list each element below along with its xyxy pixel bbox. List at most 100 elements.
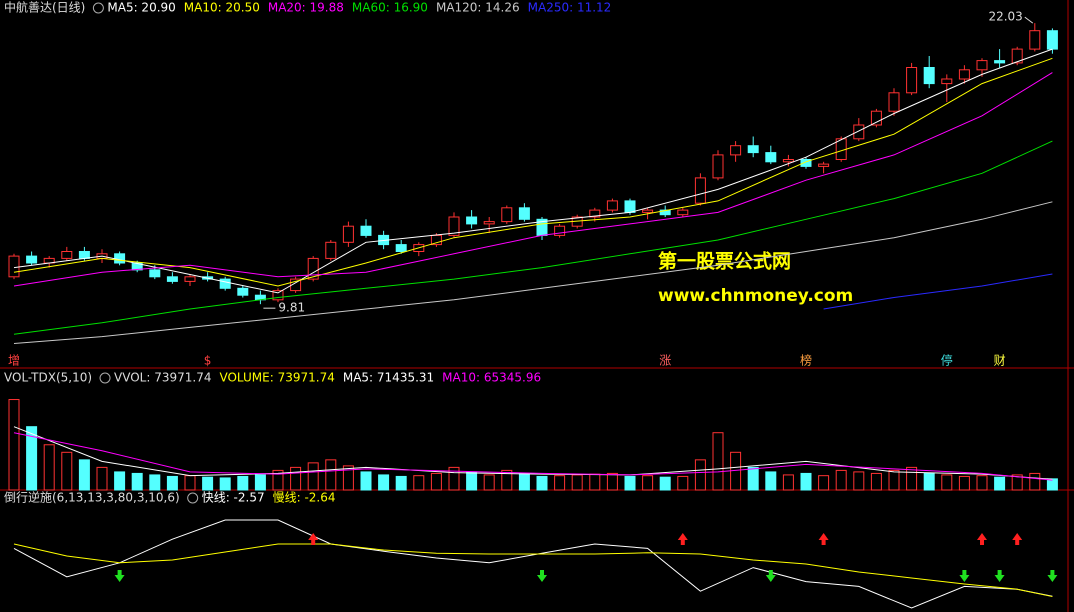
volume-bar: [114, 471, 126, 491]
candle-body: [1046, 30, 1058, 50]
candle-body: [606, 200, 618, 211]
candle-body: [800, 159, 812, 167]
candle-body: [888, 92, 900, 112]
candle-body: [554, 225, 566, 236]
candle-body: [272, 290, 284, 301]
candle-body: [342, 225, 354, 243]
volume-bar: [958, 475, 970, 491]
volume-bar: [694, 459, 706, 491]
volume-bar: [61, 451, 73, 491]
legend-entry: MA5: 20.90: [107, 1, 175, 15]
ma-line: [13, 543, 1053, 598]
sell-arrow: [1047, 570, 1058, 582]
candle-body: [290, 278, 302, 292]
candle-body: [26, 255, 38, 264]
event-marker: $: [204, 354, 212, 368]
candle-body: [941, 78, 953, 85]
event-marker: 涨: [659, 353, 671, 368]
volume-bar: [413, 475, 425, 491]
volume-bar: [1011, 474, 1023, 491]
volume-bar: [466, 471, 478, 491]
ma-line: [13, 432, 1053, 481]
candle-body: [219, 278, 231, 289]
volume-bar: [818, 475, 830, 491]
buy-arrow: [818, 533, 829, 545]
legend-entry: 快线: -2.57: [202, 491, 265, 505]
candle-body: [483, 221, 495, 225]
volume-bar: [272, 469, 284, 491]
candle-body: [114, 253, 126, 264]
volume-bar: [536, 475, 548, 491]
watermark-title: 第一股票公式网: [658, 250, 791, 273]
buy-arrow: [977, 533, 987, 545]
buy-arrow: [1012, 533, 1023, 545]
legend-entry: MA120: 14.26: [436, 1, 520, 15]
legend-entry: VOLUME: 73971.74: [219, 371, 334, 385]
volume-bar: [994, 476, 1006, 491]
volume-bar: [483, 474, 495, 491]
candle-body: [518, 207, 530, 220]
candle-body: [976, 60, 988, 71]
candle-body: [184, 276, 196, 282]
candle-body: [765, 152, 777, 163]
candle-body: [501, 207, 513, 223]
candle-body: [237, 287, 249, 296]
volume-bar: [606, 472, 618, 491]
volume-bar: [78, 459, 90, 491]
sell-arrow: [537, 570, 547, 582]
candle-body: [466, 216, 478, 225]
volume-bar: [782, 474, 794, 491]
volume-bar: [202, 476, 214, 491]
candle-body: [730, 145, 742, 156]
legend-entry: MA10: 65345.96: [442, 371, 541, 385]
event-marker: 财: [994, 354, 1006, 368]
volume-bar: [8, 399, 20, 491]
ma-line: [13, 72, 1053, 287]
candle-body: [906, 67, 918, 94]
volume-bar: [307, 462, 319, 491]
volume-bar: [870, 472, 882, 491]
volume-bar: [589, 473, 601, 491]
ma-line: [823, 273, 1053, 310]
candle-body: [994, 60, 1006, 64]
volume-bar: [923, 472, 935, 491]
volume-bar: [1046, 478, 1058, 491]
candle-body: [712, 154, 724, 179]
candle-body: [78, 251, 90, 259]
volume-bar: [800, 472, 812, 491]
volume-bar: [378, 474, 390, 491]
volume-bar: [906, 466, 918, 491]
volume-bar: [430, 472, 442, 491]
candle-body: [589, 209, 601, 218]
panel-title: VOL-TDX(5,10): [4, 371, 92, 385]
settings-icon: [187, 492, 199, 504]
ma-line: [13, 57, 1053, 287]
volume-bar: [448, 466, 460, 491]
legend-entry: MA250: 11.12: [528, 1, 612, 15]
sell-arrow: [114, 570, 125, 582]
legend-entry: MA60: 16.90: [352, 1, 428, 15]
ma-line: [13, 426, 1053, 480]
legend-entry: MA20: 19.88: [268, 1, 344, 15]
volume-bar: [219, 477, 231, 491]
candle-body: [395, 244, 407, 253]
event-marker: 榜: [800, 353, 812, 368]
volume-bar: [149, 474, 161, 491]
candle-body: [166, 276, 178, 282]
volume-bar: [290, 466, 302, 491]
volume-bar: [835, 469, 847, 491]
candle-body: [642, 209, 654, 213]
candle-body: [448, 216, 460, 236]
panel-title: 倒行逆施(6,13,13,3,80,3,10,6): [4, 490, 180, 505]
volume-bar: [325, 459, 337, 491]
volume-bar: [26, 426, 38, 491]
volume-bar: [853, 471, 865, 491]
candle-body: [923, 67, 935, 85]
legend-entry: 慢线: -2.64: [273, 491, 336, 505]
settings-icon: [92, 2, 104, 14]
candle-body: [958, 69, 970, 80]
candle-body: [307, 257, 319, 280]
volume-bar: [254, 474, 266, 491]
high-pointer: [1024, 16, 1034, 24]
